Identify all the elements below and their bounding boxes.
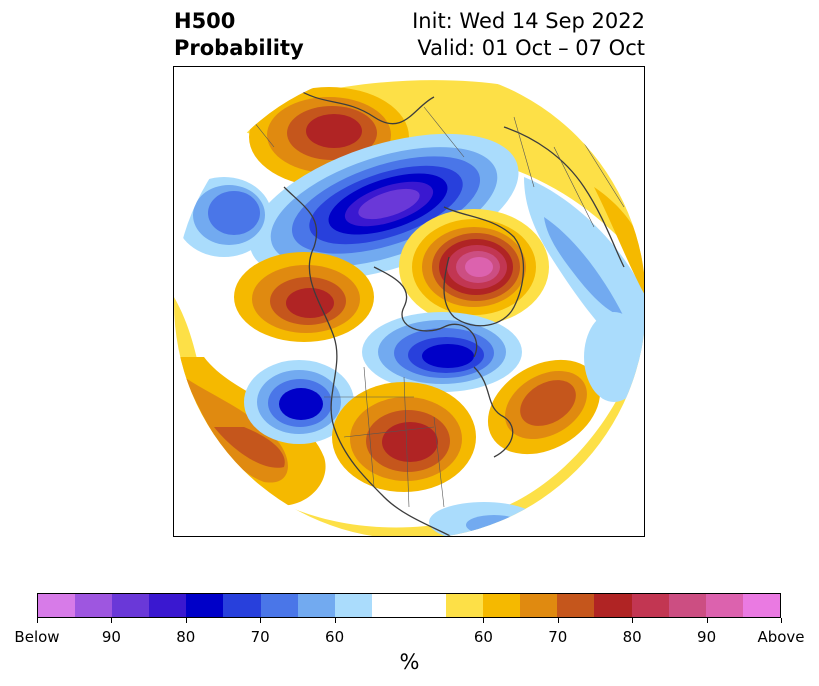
title-type: Probability — [174, 36, 304, 60]
colorbar-swatch — [594, 594, 632, 617]
colorbar-tick-mark — [483, 618, 485, 623]
colorbar-swatch — [742, 594, 780, 617]
colorbar-swatch — [631, 594, 669, 617]
colorbar-swatch — [38, 594, 76, 617]
colorbar-tick-mark — [260, 618, 262, 623]
colorbar-swatch — [149, 594, 187, 617]
valid-range: Valid: 01 Oct – 07 Oct — [417, 36, 645, 60]
colorbar-swatch — [371, 594, 409, 617]
colorbar-swatch — [334, 594, 372, 617]
colorbar-swatch — [186, 594, 224, 617]
colorbar-tick-label: Above — [757, 628, 805, 646]
colorbar-tick-mark — [557, 618, 559, 623]
colorbar-tick-mark — [37, 618, 38, 623]
colorbar-swatch — [75, 594, 113, 617]
colorbar-swatch — [223, 594, 261, 617]
colorbar-swatch — [408, 594, 447, 617]
colorbar-tick-label: 70 — [250, 628, 270, 646]
colorbar-tick-label: 90 — [697, 628, 717, 646]
title-variable: H500 — [174, 9, 236, 33]
colorbar-swatch — [446, 594, 484, 617]
map-title: H500 Probability — [174, 8, 304, 62]
colorbar-swatch — [520, 594, 558, 617]
colorbar-unit: % — [399, 650, 420, 674]
colorbar-tick-mark — [185, 618, 187, 623]
forecast-dates: Init: Wed 14 Sep 2022 Valid: 01 Oct – 07… — [412, 8, 645, 62]
colorbar-tick-label: 80 — [176, 628, 196, 646]
colorbar-tick-mark — [781, 618, 782, 623]
colorbar-swatch — [112, 594, 150, 617]
colorbar-tick-label: 90 — [101, 628, 121, 646]
colorbar-tick-label: 60 — [473, 628, 493, 646]
colorbar-swatch — [260, 594, 298, 617]
colorbar-swatch — [668, 594, 706, 617]
colorbar-tick-label: Below — [14, 628, 60, 646]
colorbar-swatch — [297, 594, 335, 617]
colorbar-tick-mark — [334, 618, 336, 623]
colorbar-tick-mark — [632, 618, 634, 623]
init-date: Init: Wed 14 Sep 2022 — [412, 9, 645, 33]
colorbar-tick-label: 80 — [622, 628, 642, 646]
probability-colorbar — [37, 593, 781, 618]
borders — [233, 96, 625, 508]
colorbar-swatch — [705, 594, 743, 617]
probability-map — [173, 66, 645, 537]
colorbar-swatch — [483, 594, 521, 617]
colorbar-ticks: Below 90 80 70 60 60 70 80 90 Above — [14, 618, 805, 648]
colorbar-tick-mark — [706, 618, 708, 623]
colorbar-swatch — [557, 594, 595, 617]
colorbar-tick-label: 70 — [548, 628, 568, 646]
coastlines — [283, 86, 625, 536]
map-svg — [174, 67, 644, 536]
colorbar-tick-mark — [111, 618, 113, 623]
colorbar-tick-label: 60 — [325, 628, 345, 646]
